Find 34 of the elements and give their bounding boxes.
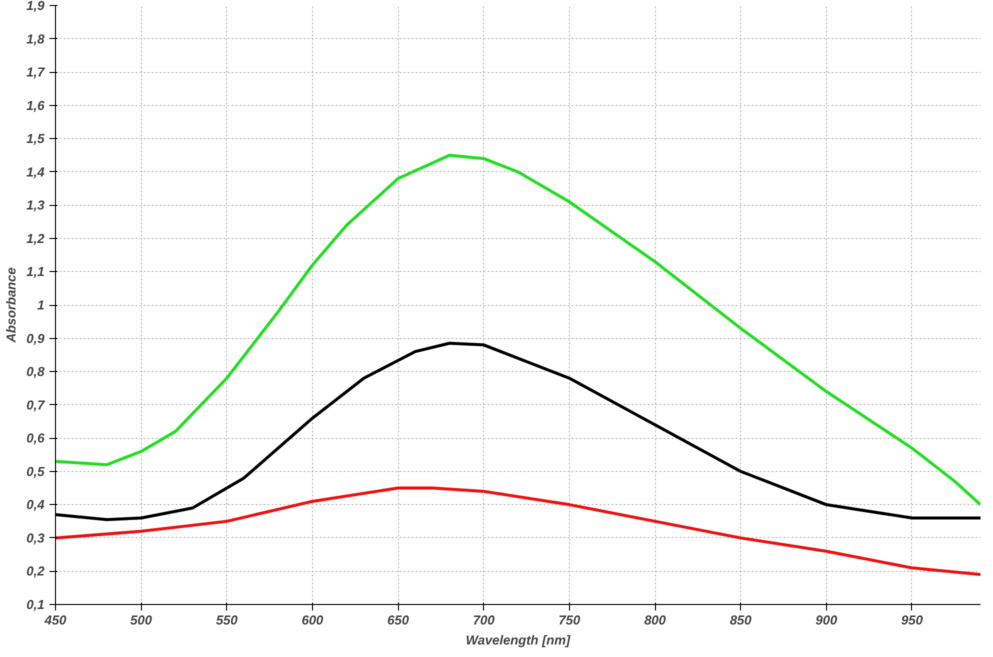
y-tick-label: 0,3 [26,530,46,546]
y-tick-label: 1,8 [26,31,46,46]
y-tick-label: 0,6 [26,430,46,446]
y-tick-label: 1,1 [26,264,45,280]
y-tick-label: 0,9 [26,330,46,346]
x-tick-label: 650 [387,612,410,628]
x-tick-label: 850 [730,612,752,628]
y-tick-label: 0,1 [26,597,45,612]
x-tick-label: 750 [558,612,582,628]
y-tick-label: 1,3 [26,198,46,213]
x-tick-label: 550 [216,612,238,628]
x-tick-label: 900 [815,612,838,628]
x-tick-label: 500 [130,612,153,628]
y-axis-title: Absorbance [3,267,18,344]
line-series [56,154,980,506]
y-tick-label: 1,5 [26,131,46,146]
y-tick-label: 0,5 [26,464,46,479]
x-tick-label: 600 [302,612,324,628]
x-tick-label: 950 [901,612,924,628]
y-tick-label: 1,9 [26,0,46,13]
y-tick-label: 0,4 [26,497,46,512]
y-tick-label: 0,8 [26,364,46,380]
x-axis-title: Wavelength [nm] [466,632,571,648]
y-tick-label: 1,6 [26,98,46,113]
line-series [56,486,980,576]
y-tick-label: 0,7 [26,397,46,412]
x-tick-label: 700 [472,612,496,628]
x-tick-label: 450 [44,612,68,628]
y-tick-label: 1,4 [26,164,46,180]
y-tick-label: 0,2 [26,564,46,579]
x-tick-label: 800 [644,612,667,628]
y-tick-label: 1,2 [26,230,46,246]
y-tick-label: 1,7 [26,64,46,80]
y-tick-label: 1 [37,298,45,312]
